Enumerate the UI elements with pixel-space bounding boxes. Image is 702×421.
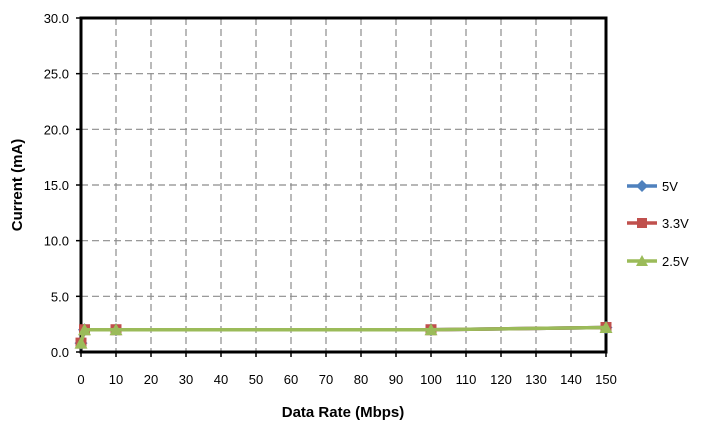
- x-tick-label: 10: [109, 372, 123, 387]
- y-axis-ticks: 0.0 5.0 10.0 15.0 20.0 25.0 30.0: [44, 11, 81, 360]
- x-tick-label: 20: [144, 372, 158, 387]
- legend-label: 3.3V: [662, 216, 689, 231]
- y-axis-title: Current (mA): [9, 139, 26, 232]
- x-tick-label: 30: [179, 372, 193, 387]
- series-5v: [74, 321, 613, 350]
- y-tick-label: 15.0: [44, 178, 69, 193]
- y-tick-label: 30.0: [44, 11, 69, 26]
- legend-label: 5V: [662, 179, 678, 194]
- x-tick-label: 140: [560, 372, 582, 387]
- x-tick-label: 40: [214, 372, 228, 387]
- x-tick-label: 0: [77, 372, 84, 387]
- data-point: [424, 323, 438, 336]
- data-point: [599, 321, 613, 334]
- legend: 5V 3.3V 2.5V: [627, 179, 689, 269]
- x-tick-label: 130: [525, 372, 547, 387]
- grid: [81, 18, 606, 352]
- series-3-3v: [75, 322, 612, 349]
- legend-item: 3.3V: [627, 216, 689, 231]
- series-2-5v: [74, 321, 613, 349]
- data-point: [74, 336, 88, 349]
- y-tick-label: 5.0: [51, 289, 69, 304]
- legend-label: 2.5V: [662, 254, 689, 269]
- legend-item: 2.5V: [627, 254, 689, 269]
- series-line: [79, 325, 607, 344]
- series-layer: [74, 321, 613, 350]
- x-tick-label: 110: [456, 372, 477, 387]
- x-axis-title: Data Rate (Mbps): [282, 404, 405, 421]
- y-tick-label: 0.0: [51, 345, 69, 360]
- x-tick-label: 150: [595, 372, 617, 387]
- x-tick-label: 100: [420, 372, 442, 387]
- y-tick-label: 10.0: [44, 234, 69, 249]
- y-tick-label: 25.0: [44, 67, 69, 82]
- x-tick-label: 80: [354, 372, 368, 387]
- x-axis-ticks: 0 10 20 30 40 50 60 70 80 90 100 110 120 130 140 150: [77, 352, 617, 387]
- x-tick-label: 50: [249, 372, 263, 387]
- x-tick-label: 70: [319, 372, 333, 387]
- x-tick-label: 60: [284, 372, 298, 387]
- legend-marker: [637, 218, 647, 228]
- legend-marker: [636, 255, 648, 266]
- x-tick-label: 120: [490, 372, 512, 387]
- legend-marker: [636, 180, 648, 192]
- legend-item: 5V: [627, 179, 678, 194]
- data-point: [109, 323, 123, 336]
- y-tick-label: 20.0: [44, 122, 69, 137]
- data-point: [78, 323, 91, 336]
- x-tick-label: 90: [389, 372, 403, 387]
